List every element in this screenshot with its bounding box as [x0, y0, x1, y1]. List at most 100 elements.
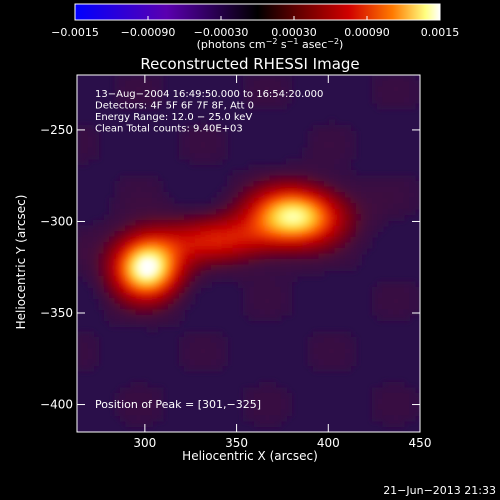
heatmap-cell	[237, 220, 244, 227]
heatmap-cell	[275, 392, 282, 400]
heatmap-cell	[334, 186, 341, 193]
heatmap-cell	[403, 203, 411, 210]
heatmap-cell	[194, 275, 202, 283]
heatmap-cell	[205, 253, 212, 260]
heatmap-cell	[387, 409, 395, 417]
heatmap-cell	[264, 80, 271, 87]
heatmap-cell	[87, 342, 94, 350]
heatmap-cell	[398, 281, 405, 288]
heatmap-cell	[162, 281, 169, 288]
heatmap-cell	[269, 409, 277, 417]
heatmap-cell	[200, 337, 207, 344]
heatmap-cell	[409, 398, 416, 405]
heatmap-cell	[377, 197, 384, 205]
heatmap-cell	[403, 292, 411, 299]
heatmap-cell	[221, 264, 228, 272]
heatmap-cell	[141, 186, 148, 193]
heatmap-cell	[173, 225, 180, 232]
heatmap-cell	[152, 175, 159, 182]
heatmap-cell	[398, 180, 405, 188]
heatmap-cell	[168, 220, 175, 227]
heatmap-cell	[205, 281, 212, 288]
heatmap-cell	[168, 292, 175, 299]
heatmap-cell	[162, 197, 169, 205]
heatmap-cell	[146, 86, 153, 93]
heatmap-cell	[307, 353, 314, 361]
heatmap-cell	[130, 102, 137, 110]
heatmap-cell	[286, 80, 293, 87]
heatmap-cell	[280, 409, 287, 417]
heatmap-cell	[162, 225, 169, 232]
heatmap-cell	[371, 197, 378, 205]
heatmap-cell	[371, 220, 378, 227]
heatmap-cell	[318, 130, 325, 138]
heatmap-cell	[361, 214, 368, 221]
heatmap-cell	[280, 415, 287, 422]
heatmap-cell	[237, 197, 244, 205]
heatmap-cell	[141, 387, 148, 394]
x-tick-label: 450	[409, 436, 432, 450]
heatmap-cell	[312, 331, 319, 338]
heatmap-cell	[264, 409, 271, 417]
heatmap-cell	[109, 197, 116, 205]
heatmap-cell	[82, 158, 89, 166]
colorbar-tick-label: −0.00030	[194, 26, 249, 39]
heatmap-cell	[221, 270, 228, 277]
heatmap-cell	[312, 147, 319, 154]
heatmap-cell	[200, 242, 207, 249]
heatmap-cell	[77, 259, 84, 266]
heatmap-cell	[280, 236, 287, 244]
heatmap-cell	[216, 337, 223, 344]
heatmap-cell	[350, 231, 357, 238]
heatmap-cell	[243, 203, 250, 210]
heatmap-cell	[253, 298, 261, 305]
heatmap-cell	[377, 180, 384, 188]
heatmap-cell	[403, 409, 411, 417]
heatmap-cell	[355, 225, 362, 232]
heatmap-cell	[103, 292, 110, 299]
chart-title: Reconstructed RHESSI Image	[140, 55, 359, 73]
heatmap-cell	[162, 236, 169, 244]
heatmap-cell	[334, 253, 341, 260]
heatmap-cell	[146, 309, 153, 316]
heatmap-cell	[173, 314, 180, 322]
heatmap-cell	[157, 270, 164, 277]
heatmap-cell	[135, 242, 143, 249]
heatmap-cell	[184, 298, 191, 305]
heatmap-cell	[141, 298, 148, 305]
heatmap-cell	[414, 392, 420, 400]
heatmap-cell	[312, 141, 319, 149]
heatmap-cell	[307, 264, 314, 272]
heatmap-cell	[344, 247, 352, 255]
heatmap-cell	[184, 275, 191, 283]
heatmap-cell	[200, 231, 207, 238]
heatmap-cell	[403, 97, 411, 104]
heatmap-cell	[344, 253, 352, 260]
heatmap-cell	[312, 214, 319, 221]
heatmap-cell	[109, 259, 116, 266]
heatmap-cell	[269, 75, 277, 82]
heatmap-cell	[264, 259, 271, 266]
heatmap-cell	[119, 225, 127, 232]
heatmap-cell	[157, 208, 164, 216]
heatmap-cell	[114, 320, 121, 327]
heatmap-cell	[382, 404, 389, 411]
heatmap-cell	[398, 292, 405, 299]
heatmap-cell	[291, 275, 298, 283]
heatmap-cell	[119, 281, 127, 288]
heatmap-cell	[264, 398, 271, 405]
x-tick-label: 400	[317, 436, 340, 450]
heatmap-cell	[243, 247, 250, 255]
heatmap-cell	[269, 381, 277, 389]
heatmap-cell	[355, 203, 362, 210]
heatmap-cell	[87, 353, 94, 361]
heatmap-cell	[125, 75, 132, 82]
heatmap-cell	[253, 404, 261, 411]
heatmap-cell	[312, 225, 319, 232]
heatmap-cell	[339, 365, 346, 372]
heatmap-cell	[184, 203, 191, 210]
heatmap-cell	[248, 259, 255, 266]
heatmap-cell	[312, 259, 319, 266]
heatmap-cell	[371, 75, 378, 82]
heatmap-cell	[205, 208, 212, 216]
